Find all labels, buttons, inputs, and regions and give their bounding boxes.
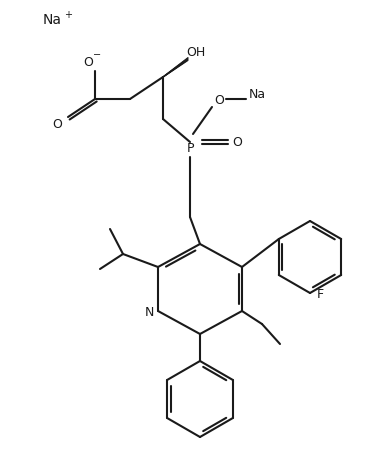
Text: O: O (83, 55, 93, 69)
Text: −: − (93, 50, 101, 60)
Text: OH: OH (187, 46, 206, 58)
Text: P: P (186, 141, 194, 154)
Text: Na: Na (43, 13, 62, 27)
Text: O: O (52, 117, 62, 130)
Text: O: O (232, 136, 242, 149)
Text: O: O (214, 93, 224, 106)
Text: +: + (64, 10, 72, 20)
Text: N: N (144, 305, 154, 318)
Text: F: F (316, 287, 324, 300)
Text: Na: Na (249, 88, 265, 101)
